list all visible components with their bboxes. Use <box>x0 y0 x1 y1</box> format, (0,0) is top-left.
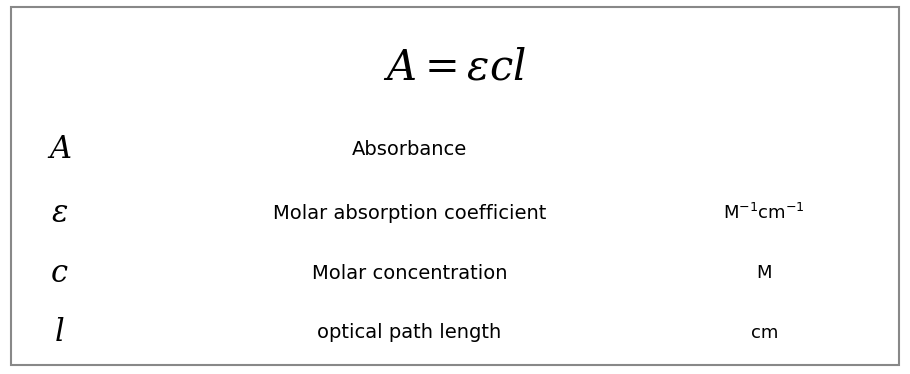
Text: Molar concentration: Molar concentration <box>312 264 507 282</box>
Text: $A = \varepsilon cl$: $A = \varepsilon cl$ <box>383 46 527 88</box>
Text: Absorbance: Absorbance <box>352 140 467 159</box>
Text: $\mathrm{M^{-1}cm^{-1}}$: $\mathrm{M^{-1}cm^{-1}}$ <box>723 203 805 223</box>
Text: cm: cm <box>751 324 778 342</box>
Text: $\varepsilon$: $\varepsilon$ <box>51 199 67 228</box>
Text: $c$: $c$ <box>50 258 68 288</box>
Text: M: M <box>756 264 773 282</box>
Text: Molar absorption coefficient: Molar absorption coefficient <box>273 204 546 223</box>
Text: $l$: $l$ <box>54 318 65 347</box>
Text: optical path length: optical path length <box>318 324 501 342</box>
Text: $A$: $A$ <box>46 135 72 164</box>
